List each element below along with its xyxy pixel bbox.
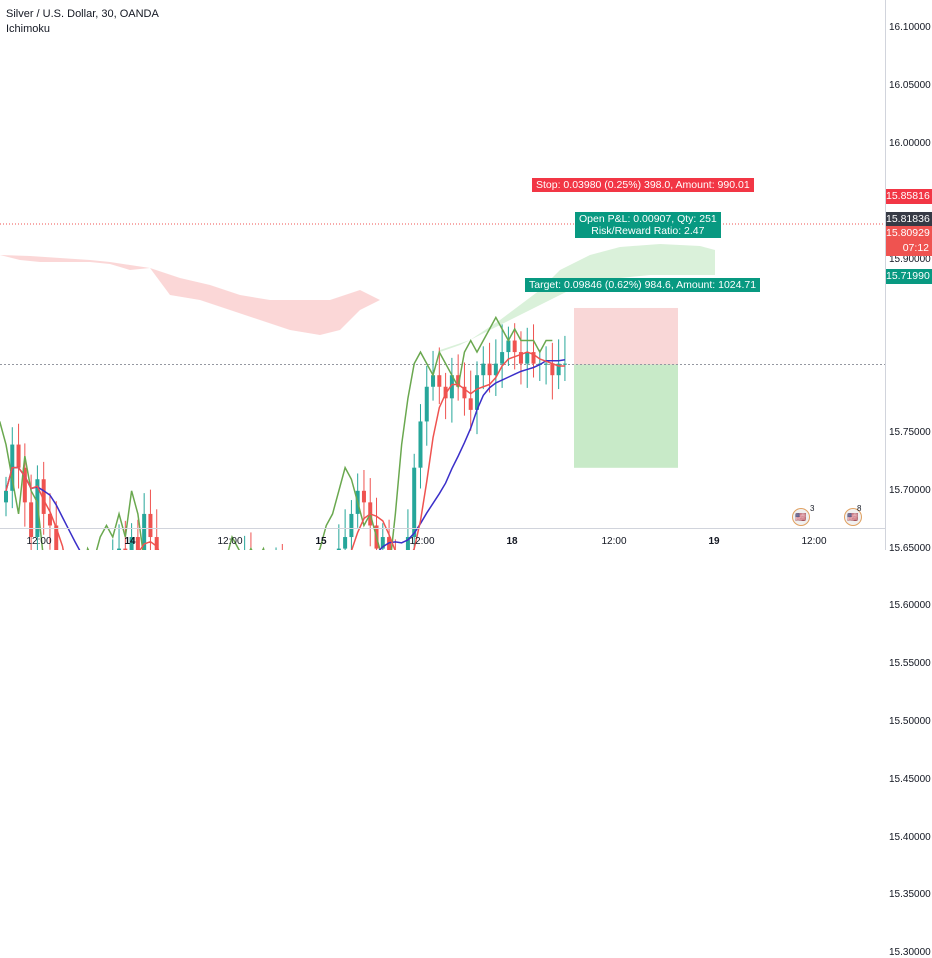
candle bbox=[47, 493, 52, 550]
candle bbox=[456, 354, 461, 401]
stop-price-tag: 15.85816 bbox=[886, 189, 932, 204]
event-count: 8 bbox=[857, 504, 862, 513]
candle bbox=[135, 519, 140, 550]
time-tick-label: 18 bbox=[506, 536, 518, 547]
candle bbox=[437, 347, 442, 405]
candle bbox=[16, 423, 21, 489]
price-tick-label: 15.55000 bbox=[889, 658, 931, 670]
time-tick-label: 12:00 bbox=[409, 536, 435, 547]
stop-label[interactable]: Stop: 0.03980 (0.25%) 398.0, Amount: 990… bbox=[532, 178, 754, 192]
candle bbox=[117, 524, 122, 550]
target-zone bbox=[574, 364, 678, 468]
price-tick-label: 15.35000 bbox=[889, 889, 931, 901]
price-tick-label: 16.05000 bbox=[889, 80, 931, 92]
price-tick-label: 15.90000 bbox=[889, 253, 931, 265]
candle bbox=[123, 520, 128, 550]
candle bbox=[405, 509, 410, 550]
price-tick-label: 15.75000 bbox=[889, 427, 931, 438]
candle bbox=[424, 365, 429, 446]
time-tick-label: 12:00 bbox=[601, 536, 627, 547]
price-tick-label: 15.70000 bbox=[889, 484, 931, 496]
candle bbox=[148, 489, 153, 550]
kijun-line bbox=[5, 359, 566, 550]
candle bbox=[142, 493, 147, 550]
price-chart[interactable] bbox=[0, 0, 932, 550]
price-tick-label: 15.30000 bbox=[889, 947, 931, 958]
candle bbox=[418, 404, 423, 489]
bull-cloud bbox=[440, 244, 715, 352]
target-label[interactable]: Target: 0.09846 (0.62%) 984.6, Amount: 1… bbox=[525, 278, 761, 292]
candle bbox=[493, 339, 498, 397]
candle bbox=[349, 500, 354, 550]
event-count: 3 bbox=[810, 504, 815, 513]
risk-reward-text: Risk/Reward Ratio: 2.47 bbox=[591, 225, 705, 237]
candle bbox=[449, 357, 454, 423]
candle bbox=[244, 535, 246, 550]
candle bbox=[550, 342, 555, 400]
time-tick-label: 15 bbox=[315, 536, 327, 547]
candle bbox=[544, 346, 549, 385]
candle bbox=[412, 453, 417, 550]
candle bbox=[475, 361, 479, 435]
price-tick-label: 16.10000 bbox=[889, 22, 931, 34]
tenkan-line bbox=[5, 351, 565, 550]
time-tick-label: 12:00 bbox=[217, 536, 243, 547]
time-tick-label: 19 bbox=[708, 536, 720, 547]
candle bbox=[525, 327, 530, 388]
candle bbox=[531, 324, 536, 378]
time-tick-label: 14 bbox=[124, 536, 136, 547]
entry-price-tag: 15.80929 bbox=[886, 226, 932, 241]
candle bbox=[556, 339, 561, 390]
cloud-layer bbox=[0, 244, 715, 352]
price-tick-label: 15.60000 bbox=[889, 600, 931, 612]
time-tick-label: 12:00 bbox=[801, 536, 827, 547]
open-pnl-text: Open P&L: 0.00907, Qty: 251 bbox=[579, 213, 717, 225]
candle bbox=[54, 501, 59, 550]
candle bbox=[281, 543, 283, 550]
candle bbox=[112, 539, 114, 550]
countdown-tag: 07:12 bbox=[886, 241, 932, 256]
target-price-tag: 15.71990 bbox=[886, 269, 932, 284]
price-tick-label: 15.50000 bbox=[889, 716, 931, 727]
price-tick-label: 16.00000 bbox=[889, 138, 931, 149]
candle bbox=[361, 469, 366, 520]
chikou-line bbox=[0, 315, 553, 550]
candle bbox=[250, 532, 252, 550]
price-tick-label: 15.65000 bbox=[889, 542, 931, 554]
candle bbox=[336, 524, 341, 550]
price-tick-label: 15.45000 bbox=[889, 773, 931, 785]
candle bbox=[343, 509, 348, 550]
stop-zone bbox=[574, 307, 678, 365]
indicator-label[interactable]: Ichimoku bbox=[6, 23, 51, 35]
candle bbox=[154, 509, 159, 550]
us-flag-icon[interactable]: 🇺🇸 bbox=[844, 508, 862, 526]
candle bbox=[380, 523, 385, 550]
us-flag-icon[interactable]: 🇺🇸 bbox=[792, 508, 810, 526]
candle bbox=[368, 478, 373, 547]
bear-cloud bbox=[0, 255, 380, 335]
candle bbox=[22, 443, 27, 527]
candle bbox=[512, 323, 517, 370]
time-tick-label: 12:00 bbox=[26, 536, 52, 547]
candle bbox=[562, 335, 567, 381]
pnl-label[interactable]: Open P&L: 0.00907, Qty: 251 Risk/Reward … bbox=[575, 212, 721, 238]
symbol-title[interactable]: Silver / U.S. Dollar, 30, OANDA bbox=[6, 8, 159, 20]
candle bbox=[481, 346, 486, 390]
candle bbox=[4, 476, 8, 517]
position-layer bbox=[0, 307, 885, 468]
last-price-tag: 15.81836 bbox=[886, 212, 932, 227]
candle bbox=[129, 523, 134, 550]
candle bbox=[468, 370, 473, 431]
candle bbox=[500, 324, 505, 388]
price-tick-label: 15.40000 bbox=[889, 831, 931, 843]
candles-layer bbox=[4, 323, 567, 550]
